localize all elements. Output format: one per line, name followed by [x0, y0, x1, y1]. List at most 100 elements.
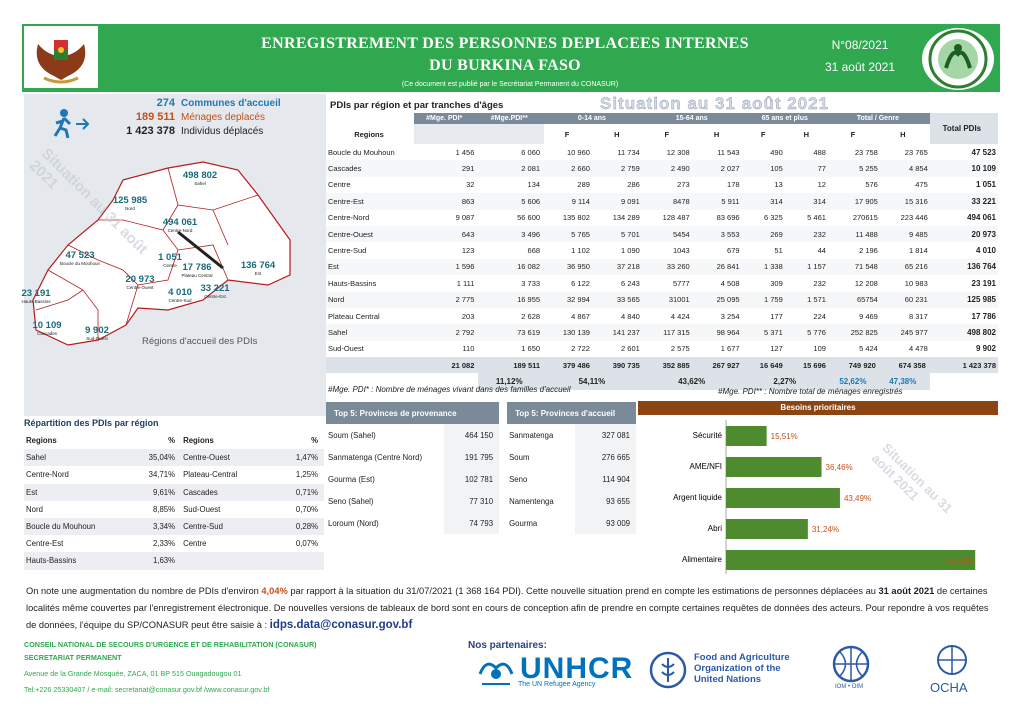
table-row: Centre-Ouest 643 3 496 5 765 5 701 5454 3 553 2… [326, 225, 998, 243]
map-region-name: Centre-Ouest [126, 285, 154, 290]
table-totals-row: 21 082 189 511 379 486 390 735 352 885 267 92… [326, 357, 998, 374]
table-cell: 643 [414, 225, 479, 243]
kpi-communes-label: Communes d'accueil [181, 97, 281, 109]
table-group-header: 15-64 ans [643, 113, 744, 124]
table-cell: 117 315 [643, 324, 694, 341]
header-banner [22, 24, 1000, 92]
repartition-percent: 34,71% [148, 470, 176, 480]
table-cell: 65754 [829, 291, 880, 308]
table-cell: 83 696 [716, 213, 740, 223]
repartition-header: % [311, 436, 318, 446]
chart-category-label: Sécurité [693, 431, 723, 440]
chart-data-label: 43,49% [844, 494, 871, 503]
table-cell: 1 051 [975, 180, 996, 190]
table-cell: 125 985 [929, 291, 998, 308]
table-cell: 110 [462, 344, 475, 354]
provinces-row: Seno (Sahel) 77 310 Namentenga 93 655 [326, 490, 636, 512]
table-cell: 15 316 [879, 193, 930, 210]
repartition-percent: 35,04% [124, 449, 182, 467]
table-cell: 2 490 [643, 160, 694, 177]
table-cell: 1 456 [455, 147, 475, 157]
table-subheader: F [850, 129, 856, 139]
percent-cell: 54,11% [544, 373, 644, 390]
table-subheader: H [803, 129, 810, 139]
percent-cell: 47,38% [879, 373, 930, 390]
table-cell: 23 191 [971, 278, 996, 288]
table-row: Boucle du Mouhoun 1 456 6 060 10 960 11 734 1… [326, 144, 998, 160]
table-cell: 23 758 [854, 147, 878, 157]
table-row: Est 1 596 16 082 36 950 37 218 33 260 26 841 1 … [326, 258, 998, 276]
table-subheader-blank [414, 124, 479, 144]
province-value: 191 795 [444, 446, 500, 468]
table-cell: 9 469 [859, 311, 878, 321]
table-cell: 203 [461, 311, 475, 321]
table-cell: 3 553 [693, 225, 744, 243]
table-group-header: 0-14 ans [544, 113, 644, 124]
map-region-value: 17 786 [182, 262, 212, 273]
iom-logo-text: IOM • OIM [835, 684, 864, 690]
province-value: 93 009 [575, 512, 636, 534]
table-cell: 135 802 [562, 213, 590, 223]
region-name: Centre [328, 180, 351, 190]
chart-bar [726, 426, 767, 446]
table-header-row: #Mge. PDI* #Mge.PDI** 0-14 ans 15-64 ans 65 … [326, 113, 998, 144]
chart-bar [726, 550, 976, 570]
document-number: N°08/2021 [831, 38, 889, 52]
table-cell: 128 487 [662, 213, 690, 223]
repartition-percent: 1,25% [295, 470, 318, 480]
situation-watermark: Situation au 31 août 2021 [600, 94, 830, 113]
region-name: Centre-Nord [328, 213, 370, 223]
table-subheader: F [564, 129, 570, 139]
table-cell: 1 571 [786, 291, 830, 308]
footer-contact-line[interactable]: Tel:+226 25330407 / e-mail: secretariat@… [24, 685, 270, 694]
table-cell: 13 [774, 180, 783, 190]
table-cell: 2 575 [670, 344, 690, 354]
table-cell: 1 111 [456, 278, 475, 288]
table-cell: 245 977 [879, 324, 930, 341]
repartition-region: Est [24, 483, 124, 501]
table-cell: 1 090 [621, 246, 640, 256]
map-region-value: 1 051 [158, 252, 182, 263]
table-cell: 863 [414, 193, 479, 210]
table-cell: 2 775 [414, 291, 479, 308]
repartition-percent [274, 552, 324, 570]
table-row: Plateau Central 203 2 628 4 867 4 840 4 424 3 … [326, 308, 998, 324]
map-region-name: Centre [163, 263, 177, 268]
table-cell: 36 950 [544, 258, 594, 276]
ocha-logo-text: OCHA [930, 680, 968, 695]
table-cell: 10 109 [929, 160, 998, 177]
map-region-name: Sud-Ouest [86, 336, 108, 341]
region-name: Boucle du Mouhoun [328, 147, 395, 157]
unhcr-subtitle: The UN Refugee Agency [518, 681, 596, 688]
gap [499, 512, 507, 534]
map-region-value: 494 061 [162, 217, 198, 228]
chart-bar [726, 457, 822, 477]
table-cell: 5 606 [478, 193, 545, 210]
map-caption: Régions d'accueil des PDIs [142, 336, 258, 347]
table-row: Centre 32 134 289 286 273 178 13 12 576 475 1 051 [326, 177, 998, 193]
summary-text-2: par rapport à la situation du 31/07/2021… [287, 586, 879, 596]
map-region-label: 4 010 Centre-Sud [156, 287, 204, 303]
table-cell: 475 [915, 180, 928, 190]
map-region-value: 10 109 [32, 320, 62, 331]
table-cell: 289 [577, 180, 590, 190]
map-region-label: 20 973 Centre-Ouest [116, 274, 164, 290]
table-cell: 12 [817, 180, 826, 190]
table-cell: 9 087 [455, 213, 475, 223]
contact-email-link[interactable]: idps.data@conasur.gov.bf [269, 619, 413, 631]
table-subheader: F [664, 129, 670, 139]
repartition-row: Centre-Nord 34,71% Plateau-Central 1,25% [24, 466, 324, 483]
chart-data-label: 36,46% [826, 463, 853, 472]
repartition-percent: 0,07% [295, 539, 318, 549]
table-cell: 2 759 [593, 160, 644, 177]
document-date: 31 août 2021 [824, 60, 896, 74]
table-cell: 60 231 [879, 291, 930, 308]
table-cell: 56 600 [517, 213, 541, 223]
table-cell: 9 091 [593, 193, 644, 210]
gap [499, 446, 507, 468]
table-cell: 2 722 [571, 344, 590, 354]
map-region-label: 136 764 Est [234, 260, 282, 276]
table-cell: 26 841 [693, 258, 744, 276]
table-cell: 33 260 [643, 258, 694, 276]
province-value: 77 310 [444, 490, 500, 512]
